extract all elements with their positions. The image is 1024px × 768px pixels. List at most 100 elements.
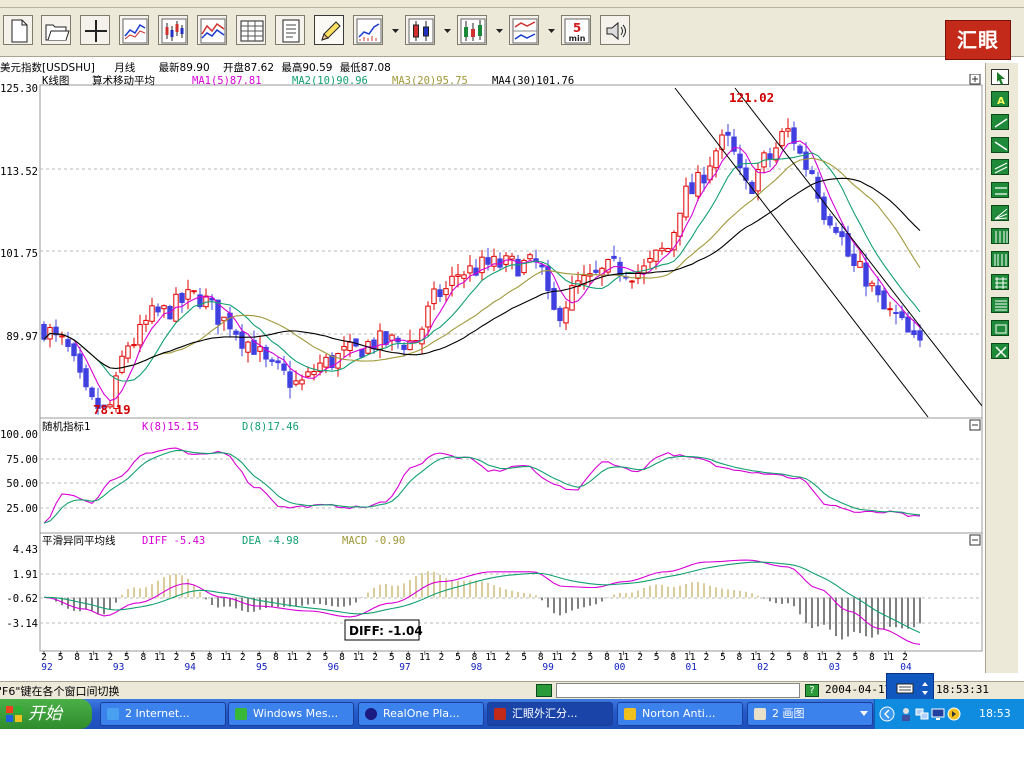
gann-tool-button[interactable] [991,297,1009,313]
candle-body [275,360,281,364]
macd-grid [40,573,982,624]
taskbar-item-internet[interactable]: 2 Internet... [100,702,226,726]
chevron-down-icon[interactable] [391,26,400,35]
text-tool-button[interactable]: A [991,91,1009,107]
chevron-down-icon[interactable] [547,26,556,35]
x-month-label: 2 [637,652,643,663]
taskbar-item-huiyan[interactable]: 汇眼外汇分... [487,702,613,726]
dea-line [43,561,921,634]
ma3-legend: MA3(20)95.75 [392,75,468,87]
chevron-down-icon[interactable] [495,26,504,35]
fan-tool-button[interactable] [991,205,1009,221]
x-month-label: 11 [88,652,100,663]
ma4-legend: MA4(30)101.76 [492,75,574,87]
max-price-label: 121.02 [729,90,774,105]
candle-body [287,371,293,388]
kd-panel-frame [39,417,983,534]
candle-body [479,256,485,274]
draw-line-button[interactable] [314,15,344,45]
table-icon [240,20,264,42]
kline-grid [40,168,982,335]
candlestick-button[interactable] [158,15,188,45]
candle-body [83,368,89,388]
trend-line-upper [734,87,982,407]
ray-tool-button[interactable] [991,137,1009,153]
indicator-chart-button[interactable] [353,15,383,45]
new-file-button[interactable] [3,15,33,45]
chevron-down-icon[interactable] [443,26,452,35]
candle-body [539,264,545,268]
network-tray-icon[interactable] [915,707,929,721]
candle-body [887,308,893,311]
table-button[interactable] [236,15,266,45]
taskbar-item-label: 汇眼外汇分... [512,707,578,720]
candle-body [155,306,161,313]
taskbar-item-messenger[interactable]: Windows Mes... [228,702,354,726]
status-indicator-icon[interactable] [536,684,552,697]
candlestick-series [41,118,923,415]
candle-body [323,356,329,368]
candle-body [911,330,917,335]
open-file-button[interactable] [41,15,71,45]
candle-body [875,285,881,296]
plus-icon [972,76,978,82]
channel-tool-button[interactable] [991,159,1009,175]
taskbar-item-realone[interactable]: RealOne Pla... [358,702,484,726]
candle-body [107,404,113,408]
x-month-label: 8 [273,652,279,663]
parallel-tool-button[interactable] [991,182,1009,198]
user-tray-icon[interactable] [899,707,913,721]
multi-line-button[interactable] [197,15,227,45]
collapse-macd-button[interactable] [969,534,981,546]
candle-body [869,282,875,287]
x-month-label: 5 [720,652,726,663]
x-year-label: 01 [686,662,698,673]
candle-style-button[interactable] [405,15,435,45]
norton-icon [624,708,636,720]
taskbar-item-paint[interactable]: 2 画图 [747,702,873,726]
pointer-tool-button[interactable] [991,69,1009,85]
channel-tool-icon [994,162,1008,174]
taskbar-item-norton[interactable]: Norton Anti... [617,702,743,726]
candle-body [329,354,335,369]
volume-bars-button[interactable] [457,15,487,45]
collapse-kd-button[interactable] [969,419,981,431]
line-chart-button[interactable] [119,15,149,45]
candle-body [773,147,779,161]
moving-average-lines [43,140,921,402]
x-month-label: 5 [58,652,64,663]
grid-tool-button[interactable] [991,274,1009,290]
delete-drawing-button[interactable] [991,343,1009,359]
document-button[interactable] [275,15,305,45]
tray-expand-icon[interactable] [879,706,895,722]
five-minute-button[interactable]: 5 min [561,15,591,45]
candle-body [65,339,71,347]
k-line [43,447,921,524]
volume-tray-icon[interactable] [947,707,961,721]
compare-button[interactable] [509,15,539,45]
candle-body [791,127,797,144]
candle-body [203,295,209,308]
display-tray-icon[interactable] [931,707,945,721]
x-month-label: 2 [439,652,445,663]
candle-body [221,316,227,322]
huiyan-app-icon [494,708,506,720]
kd-grid [40,458,982,509]
line-tool-button[interactable] [991,114,1009,130]
start-button[interactable]: 开始 [0,699,92,729]
help-icon[interactable]: ? [805,684,819,697]
input-method-bar[interactable] [886,673,934,701]
rectangle-tool-button[interactable] [991,320,1009,336]
candle-body [629,280,635,283]
cycle-tool-button[interactable] [991,251,1009,267]
candle-body [53,326,59,336]
chart-area[interactable]: K线图 算术移动平均 MA1(5)87.81 MA2(10)90.96 MA3(… [0,74,985,681]
x-month-label: 2 [836,652,842,663]
sound-button[interactable] [600,15,630,45]
crosshair-button[interactable] [80,15,110,45]
fibonacci-tool-button[interactable] [991,228,1009,244]
x-year-label: 95 [256,662,267,673]
candle-body [269,359,275,362]
expand-panel-button[interactable] [969,74,981,85]
compare-icon [512,18,538,44]
